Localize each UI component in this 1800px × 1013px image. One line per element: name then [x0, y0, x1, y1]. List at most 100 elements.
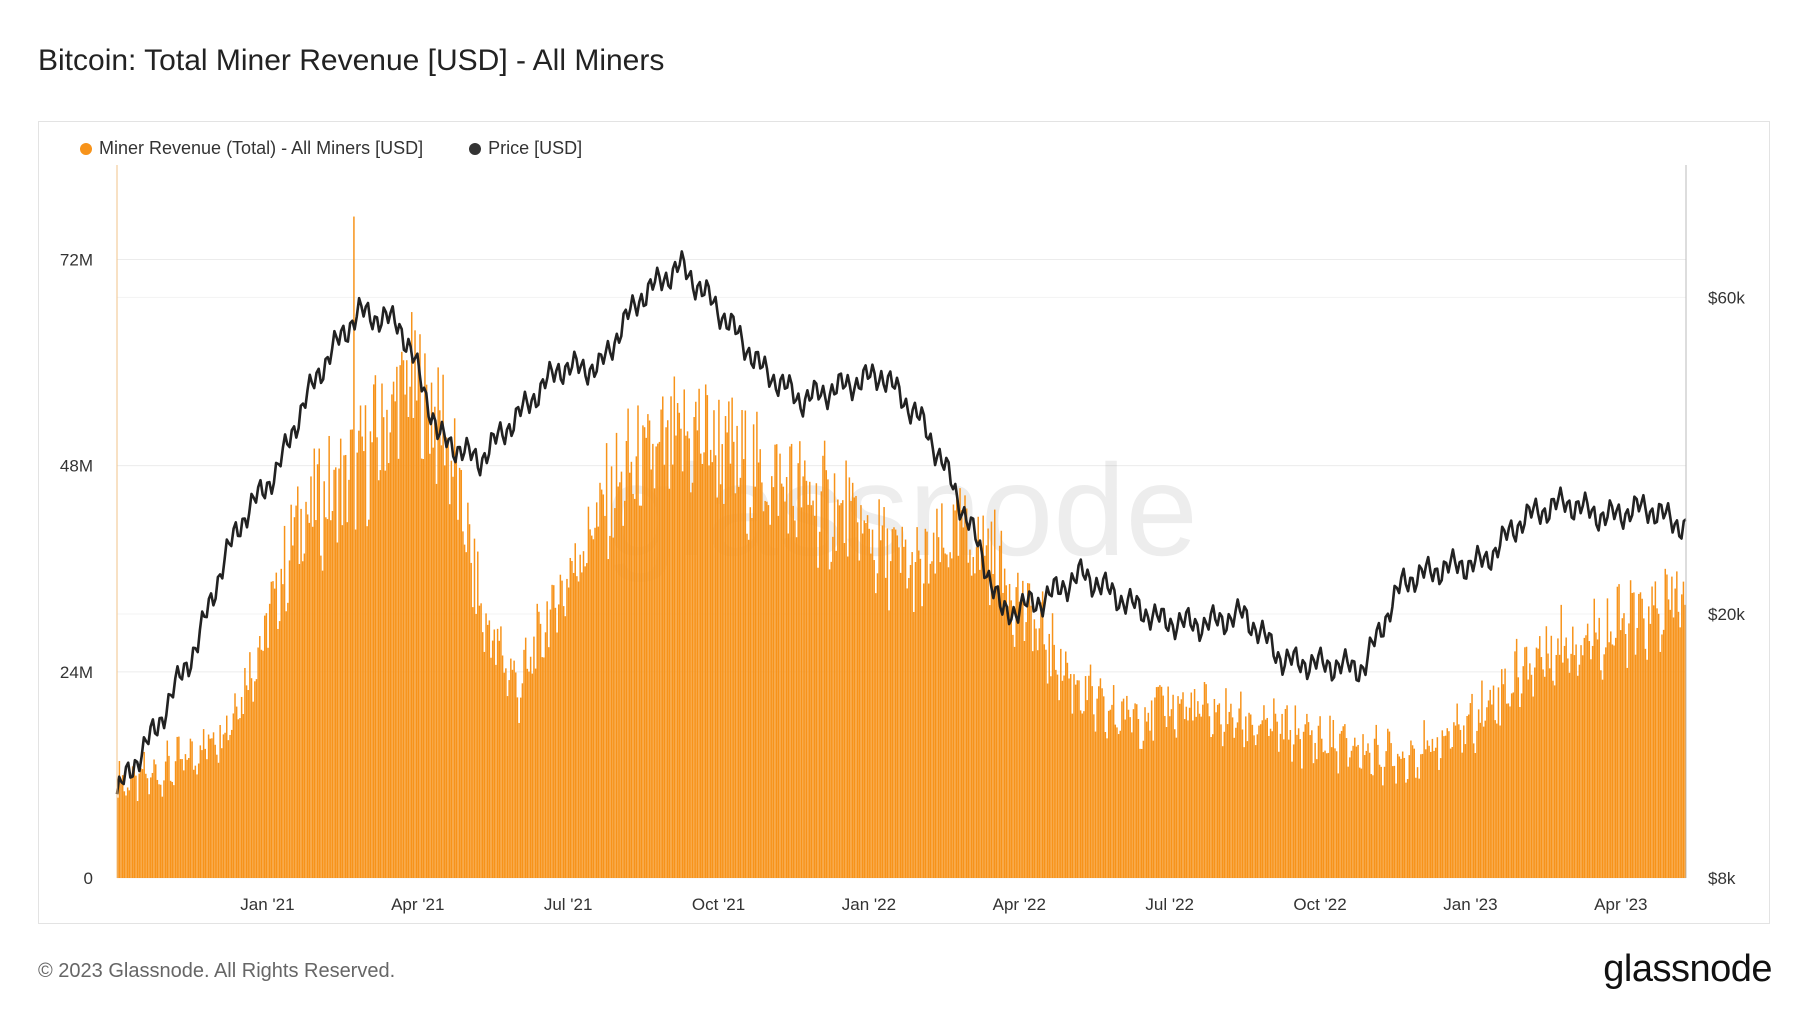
revenue-bar [993, 509, 996, 878]
revenue-bar [1325, 753, 1328, 878]
revenue-bar [1195, 716, 1197, 878]
revenue-bar [143, 751, 145, 878]
revenue-bar [929, 563, 932, 878]
revenue-bar [227, 740, 230, 878]
revenue-bar [797, 463, 799, 878]
revenue-bar [353, 216, 355, 879]
revenue-bar [762, 511, 765, 878]
revenue-bar [946, 554, 948, 878]
revenue-bar [737, 486, 740, 878]
revenue-bar [1344, 724, 1346, 878]
revenue-bar [853, 497, 856, 878]
revenue-bar [1651, 586, 1653, 878]
revenue-bar [298, 563, 301, 878]
revenue-bar [123, 791, 126, 878]
revenue-bar [619, 482, 621, 878]
revenue-bar [491, 640, 494, 878]
revenue-bar [567, 587, 570, 878]
revenue-bar [369, 431, 372, 878]
revenue-bar [914, 562, 917, 878]
revenue-bar [1459, 729, 1462, 878]
revenue-bar [435, 483, 438, 878]
revenue-bar [1117, 734, 1120, 878]
revenue-bar [843, 543, 846, 878]
revenue-bar [486, 624, 489, 878]
revenue-bar [736, 425, 738, 878]
revenue-bar [430, 382, 433, 878]
revenue-bar [840, 503, 842, 878]
revenue-bar [396, 366, 398, 878]
chart-title: Bitcoin: Total Miner Revenue [USD] - All… [38, 44, 665, 77]
legend-item-revenue[interactable]: Miner Revenue (Total) - All Miners [USD] [80, 138, 423, 159]
revenue-bar [747, 539, 750, 878]
revenue-bar [685, 435, 687, 878]
revenue-bar [645, 437, 647, 878]
revenue-bar [1228, 711, 1230, 878]
revenue-bar [282, 584, 284, 878]
revenue-bar [942, 547, 945, 878]
revenue-bar [478, 605, 481, 878]
revenue-bar [348, 479, 350, 878]
revenue-bar [1512, 692, 1515, 878]
revenue-bar [1122, 698, 1125, 878]
revenue-bar [536, 603, 538, 878]
revenue-bar [1395, 783, 1397, 878]
revenue-bar [1022, 580, 1024, 878]
revenue-bar [913, 612, 915, 878]
revenue-bar [1539, 636, 1541, 878]
revenue-bar [1147, 712, 1150, 878]
revenue-bar [810, 505, 813, 878]
revenue-bar [273, 588, 276, 878]
revenue-bar [711, 462, 714, 878]
revenue-bar [458, 467, 461, 878]
revenue-bar [1099, 678, 1102, 878]
revenue-bar [1441, 730, 1444, 878]
revenue-bar [1451, 747, 1453, 878]
revenue-bar [569, 557, 572, 878]
revenue-bar [614, 508, 616, 878]
revenue-bar [1238, 708, 1240, 878]
revenue-bar [698, 388, 700, 878]
legend-item-price[interactable]: Price [USD] [469, 138, 582, 159]
revenue-bar [394, 401, 396, 878]
revenue-bar [1324, 750, 1326, 878]
revenue-bar [529, 656, 532, 878]
revenue-bar [868, 528, 870, 878]
revenue-bar [230, 729, 233, 878]
revenue-bar [1309, 735, 1311, 878]
revenue-bar [1241, 729, 1244, 878]
revenue-bar [120, 782, 122, 878]
revenue-bar [1306, 713, 1308, 878]
revenue-bar [216, 754, 218, 878]
revenue-bar [194, 765, 197, 878]
revenue-bar [1339, 733, 1341, 878]
revenue-bar [893, 527, 895, 878]
revenue-bar [602, 494, 605, 878]
revenue-bar [391, 394, 393, 878]
revenue-bar [1154, 697, 1156, 878]
legend-label-price: Price [USD] [488, 138, 583, 158]
revenue-bar [1456, 703, 1458, 878]
revenue-bar [709, 449, 712, 878]
revenue-bar [1040, 602, 1042, 878]
revenue-bar [521, 683, 524, 878]
revenue-bar [741, 410, 743, 878]
revenue-bar [1294, 705, 1297, 878]
revenue-bar [1439, 758, 1442, 878]
revenue-bar [1208, 716, 1211, 878]
revenue-bar [997, 591, 999, 878]
revenue-bar [257, 647, 259, 878]
revenue-bar [1203, 682, 1206, 878]
revenue-bar [495, 664, 497, 878]
revenue-bar [894, 529, 897, 878]
revenue-bar [1482, 726, 1485, 878]
revenue-bar [1003, 568, 1006, 878]
revenue-bar [1312, 763, 1315, 878]
revenue-bar [1142, 740, 1145, 878]
revenue-bar [886, 528, 889, 878]
revenue-bar [587, 506, 590, 878]
revenue-bar [660, 409, 662, 878]
revenue-bar [1253, 735, 1255, 878]
revenue-bar [1365, 750, 1368, 878]
revenue-bar [1061, 680, 1064, 878]
